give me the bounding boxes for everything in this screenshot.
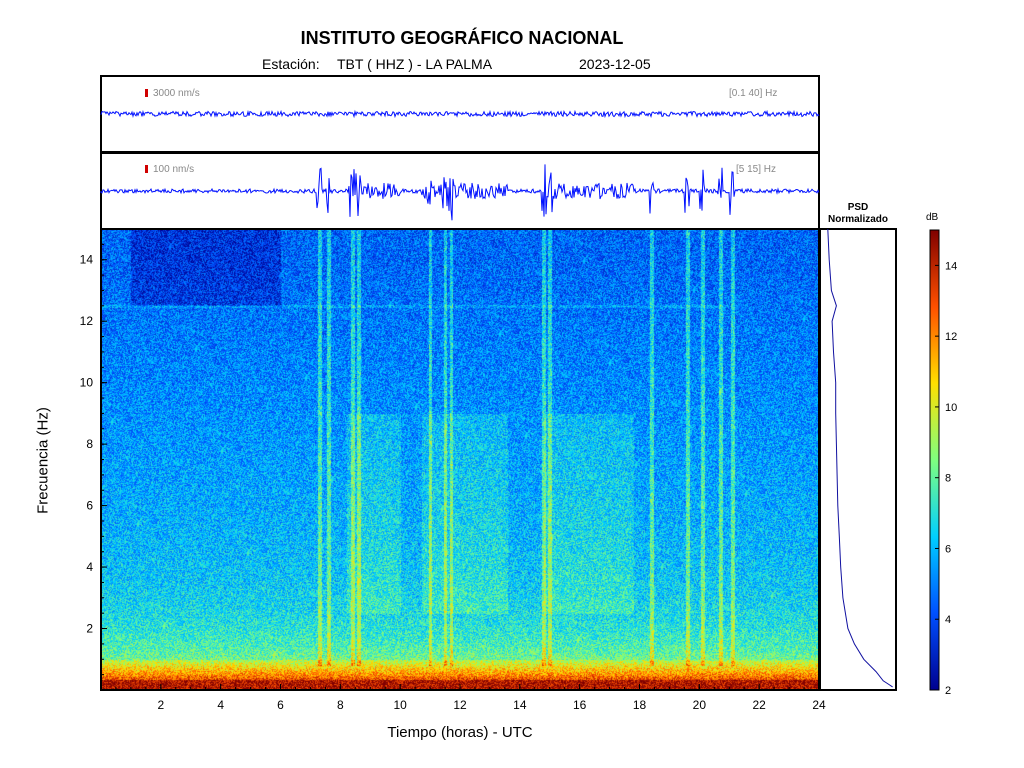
chart-title: INSTITUTO GEOGRÁFICO NACIONAL xyxy=(300,28,624,48)
x-tick-label: 12 xyxy=(453,698,467,712)
trace-waveform-broadband xyxy=(100,109,820,119)
trace1-band: [0.1 40] Hz xyxy=(729,88,778,99)
colorbar-tick-label: 6 xyxy=(945,543,951,555)
trace2-scale: 100 nm/s xyxy=(145,164,194,175)
trace-line xyxy=(100,109,820,119)
psd-title-line1: PSD xyxy=(847,202,869,213)
x-tick-label: 20 xyxy=(693,698,707,712)
x-tick-label: 24 xyxy=(812,698,826,712)
y-tick-label: 14 xyxy=(80,253,94,267)
trace1-scale-text: 3000 nm/s xyxy=(153,88,200,99)
colorbar-tick-label: 2 xyxy=(945,685,951,697)
spectrogram-image xyxy=(101,229,819,690)
y-axis-label: Frecuencia (Hz) xyxy=(34,407,52,514)
x-tick-label: 18 xyxy=(633,698,647,712)
y-tick-label: 8 xyxy=(86,437,93,451)
x-tick-label: 22 xyxy=(752,698,766,712)
x-tick-label: 4 xyxy=(217,698,224,712)
trace-line xyxy=(100,164,820,221)
colorbar-tick-label: 14 xyxy=(945,260,957,272)
x-tick-label: 10 xyxy=(393,698,407,712)
colorbar xyxy=(929,229,940,691)
x-tick-label: 2 xyxy=(157,698,164,712)
station-prefix: Estación: xyxy=(262,56,320,72)
y-tick-label: 12 xyxy=(80,314,94,328)
colorbar-ticks: 2 4 6 8 10 12 14 xyxy=(935,260,957,697)
x-tick-label: 8 xyxy=(337,698,344,712)
x-axis-label: Tiempo (horas) - UTC xyxy=(387,724,533,741)
colorbar-tick-label: 8 xyxy=(945,473,951,485)
x-tick-label: 16 xyxy=(573,698,587,712)
psd-title-line2: Normalizado xyxy=(827,214,888,225)
x-tick-label: 6 xyxy=(277,698,284,712)
y-tick-label: 4 xyxy=(86,560,93,574)
trace-waveform-filtered xyxy=(100,164,820,221)
scale-bar-icon xyxy=(145,165,148,173)
y-tick-label: 2 xyxy=(86,622,93,636)
psd-curve xyxy=(827,228,893,688)
colorbar-tick-label: 10 xyxy=(945,402,957,414)
colorbar-tick-label: 4 xyxy=(945,614,951,626)
scale-bar-icon xyxy=(145,89,148,97)
trace2-band: [5 15] Hz xyxy=(736,164,777,175)
psd-title: PSD Normalizado xyxy=(818,202,898,226)
y-tick-label: 10 xyxy=(80,376,94,390)
y-tick-label: 6 xyxy=(86,499,93,513)
date-label: 2023-12-05 xyxy=(579,56,651,72)
colorbar-unit: dB xyxy=(926,212,939,223)
trace1-scale: 3000 nm/s xyxy=(145,88,200,99)
spectrogram xyxy=(101,229,819,690)
x-tick-label: 14 xyxy=(513,698,527,712)
station-name: TBT ( HHZ ) - LA PALMA xyxy=(337,56,493,72)
trace2-scale-text: 100 nm/s xyxy=(153,164,195,175)
colorbar-tick-label: 12 xyxy=(945,331,957,343)
psd-panel xyxy=(819,228,897,691)
